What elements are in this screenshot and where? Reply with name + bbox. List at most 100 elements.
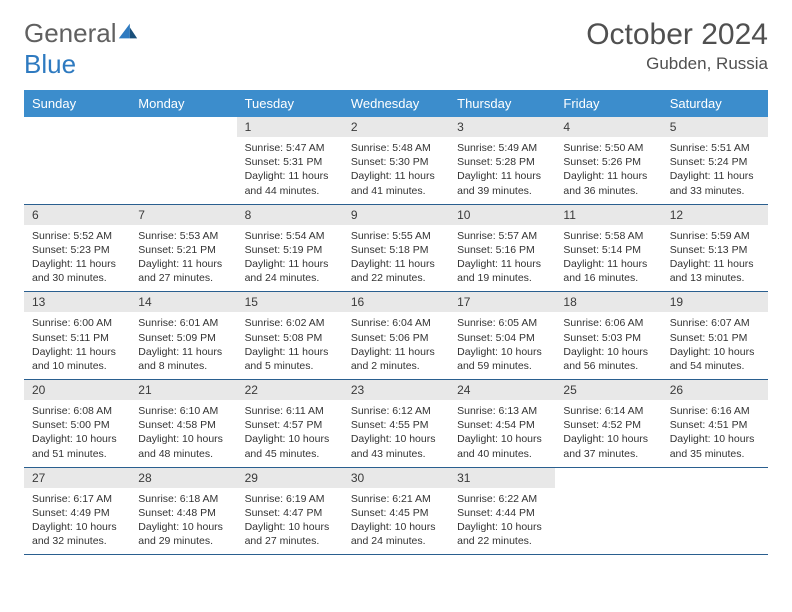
day-line-d1: Daylight: 10 hours	[351, 432, 441, 446]
day-line-sr: Sunrise: 6:08 AM	[32, 404, 122, 418]
day-body: Sunrise: 6:10 AMSunset: 4:58 PMDaylight:…	[130, 400, 236, 467]
day-line-sr: Sunrise: 6:13 AM	[457, 404, 547, 418]
day-number: 19	[662, 292, 768, 312]
day-number: 4	[555, 117, 661, 137]
day-line-d2: and 39 minutes.	[457, 184, 547, 198]
calendar-day-cell	[555, 467, 661, 555]
day-body: Sunrise: 6:17 AMSunset: 4:49 PMDaylight:…	[24, 488, 130, 555]
day-body: Sunrise: 6:01 AMSunset: 5:09 PMDaylight:…	[130, 312, 236, 379]
day-line-sr: Sunrise: 6:21 AM	[351, 492, 441, 506]
day-line-ss: Sunset: 4:45 PM	[351, 506, 441, 520]
day-line-sr: Sunrise: 6:14 AM	[563, 404, 653, 418]
day-body: Sunrise: 5:48 AMSunset: 5:30 PMDaylight:…	[343, 137, 449, 204]
day-line-d1: Daylight: 10 hours	[563, 432, 653, 446]
day-line-d2: and 19 minutes.	[457, 271, 547, 285]
calendar-day-cell: 30Sunrise: 6:21 AMSunset: 4:45 PMDayligh…	[343, 467, 449, 555]
calendar-day-cell: 5Sunrise: 5:51 AMSunset: 5:24 PMDaylight…	[662, 117, 768, 204]
day-body: Sunrise: 5:58 AMSunset: 5:14 PMDaylight:…	[555, 225, 661, 292]
day-line-d1: Daylight: 11 hours	[670, 169, 760, 183]
day-number: 8	[237, 205, 343, 225]
day-line-d2: and 36 minutes.	[563, 184, 653, 198]
day-line-ss: Sunset: 4:44 PM	[457, 506, 547, 520]
day-line-sr: Sunrise: 6:01 AM	[138, 316, 228, 330]
calendar-body: 1Sunrise: 5:47 AMSunset: 5:31 PMDaylight…	[24, 117, 768, 555]
day-line-d2: and 2 minutes.	[351, 359, 441, 373]
calendar-day-cell: 14Sunrise: 6:01 AMSunset: 5:09 PMDayligh…	[130, 292, 236, 380]
calendar-day-cell: 4Sunrise: 5:50 AMSunset: 5:26 PMDaylight…	[555, 117, 661, 204]
day-line-d1: Daylight: 10 hours	[138, 520, 228, 534]
calendar-day-cell: 16Sunrise: 6:04 AMSunset: 5:06 PMDayligh…	[343, 292, 449, 380]
day-line-d1: Daylight: 11 hours	[245, 257, 335, 271]
day-line-ss: Sunset: 4:51 PM	[670, 418, 760, 432]
calendar-day-cell: 20Sunrise: 6:08 AMSunset: 5:00 PMDayligh…	[24, 380, 130, 468]
logo-word2: Blue	[24, 49, 76, 79]
day-line-ss: Sunset: 5:11 PM	[32, 331, 122, 345]
day-line-d1: Daylight: 11 hours	[670, 257, 760, 271]
day-number: 22	[237, 380, 343, 400]
calendar-day-cell: 17Sunrise: 6:05 AMSunset: 5:04 PMDayligh…	[449, 292, 555, 380]
day-body: Sunrise: 5:53 AMSunset: 5:21 PMDaylight:…	[130, 225, 236, 292]
day-line-d1: Daylight: 11 hours	[351, 257, 441, 271]
calendar-day-cell: 13Sunrise: 6:00 AMSunset: 5:11 PMDayligh…	[24, 292, 130, 380]
day-line-ss: Sunset: 5:28 PM	[457, 155, 547, 169]
day-line-ss: Sunset: 4:52 PM	[563, 418, 653, 432]
day-line-ss: Sunset: 5:03 PM	[563, 331, 653, 345]
day-line-sr: Sunrise: 6:19 AM	[245, 492, 335, 506]
logo-word1: General	[24, 18, 117, 48]
day-line-d2: and 45 minutes.	[245, 447, 335, 461]
day-number: 28	[130, 468, 236, 488]
day-line-d2: and 27 minutes.	[138, 271, 228, 285]
day-line-ss: Sunset: 5:21 PM	[138, 243, 228, 257]
day-number: 2	[343, 117, 449, 137]
day-header: Thursday	[449, 90, 555, 117]
day-number: 18	[555, 292, 661, 312]
calendar-day-cell: 10Sunrise: 5:57 AMSunset: 5:16 PMDayligh…	[449, 204, 555, 292]
day-header: Wednesday	[343, 90, 449, 117]
calendar-day-cell	[130, 117, 236, 204]
day-number: 9	[343, 205, 449, 225]
day-line-d1: Daylight: 11 hours	[138, 257, 228, 271]
day-number: 31	[449, 468, 555, 488]
day-line-d2: and 30 minutes.	[32, 271, 122, 285]
day-line-ss: Sunset: 4:55 PM	[351, 418, 441, 432]
day-number: 24	[449, 380, 555, 400]
day-line-sr: Sunrise: 6:04 AM	[351, 316, 441, 330]
day-line-d1: Daylight: 10 hours	[457, 520, 547, 534]
day-line-sr: Sunrise: 5:49 AM	[457, 141, 547, 155]
day-body: Sunrise: 6:18 AMSunset: 4:48 PMDaylight:…	[130, 488, 236, 555]
day-number: 10	[449, 205, 555, 225]
day-line-d1: Daylight: 11 hours	[138, 345, 228, 359]
day-line-sr: Sunrise: 6:11 AM	[245, 404, 335, 418]
logo: General Blue	[24, 18, 139, 80]
calendar-day-cell: 9Sunrise: 5:55 AMSunset: 5:18 PMDaylight…	[343, 204, 449, 292]
day-line-ss: Sunset: 4:54 PM	[457, 418, 547, 432]
calendar-day-cell: 26Sunrise: 6:16 AMSunset: 4:51 PMDayligh…	[662, 380, 768, 468]
day-line-ss: Sunset: 5:18 PM	[351, 243, 441, 257]
calendar-day-cell: 21Sunrise: 6:10 AMSunset: 4:58 PMDayligh…	[130, 380, 236, 468]
calendar-table: SundayMondayTuesdayWednesdayThursdayFrid…	[24, 90, 768, 555]
day-line-d1: Daylight: 11 hours	[457, 257, 547, 271]
day-header: Saturday	[662, 90, 768, 117]
day-line-ss: Sunset: 4:48 PM	[138, 506, 228, 520]
day-line-d1: Daylight: 11 hours	[245, 169, 335, 183]
day-body: Sunrise: 6:00 AMSunset: 5:11 PMDaylight:…	[24, 312, 130, 379]
calendar-week: 13Sunrise: 6:00 AMSunset: 5:11 PMDayligh…	[24, 292, 768, 380]
day-line-ss: Sunset: 5:08 PM	[245, 331, 335, 345]
day-number: 1	[237, 117, 343, 137]
header: General Blue October 2024 Gubden, Russia	[24, 18, 768, 80]
day-line-ss: Sunset: 5:01 PM	[670, 331, 760, 345]
day-header: Sunday	[24, 90, 130, 117]
day-line-d2: and 51 minutes.	[32, 447, 122, 461]
day-line-ss: Sunset: 5:00 PM	[32, 418, 122, 432]
day-line-d1: Daylight: 10 hours	[245, 432, 335, 446]
calendar-week: 20Sunrise: 6:08 AMSunset: 5:00 PMDayligh…	[24, 380, 768, 468]
day-body: Sunrise: 6:11 AMSunset: 4:57 PMDaylight:…	[237, 400, 343, 467]
day-line-d2: and 22 minutes.	[351, 271, 441, 285]
day-line-ss: Sunset: 5:06 PM	[351, 331, 441, 345]
day-body: Sunrise: 6:05 AMSunset: 5:04 PMDaylight:…	[449, 312, 555, 379]
day-line-d1: Daylight: 10 hours	[351, 520, 441, 534]
day-line-sr: Sunrise: 5:57 AM	[457, 229, 547, 243]
day-line-sr: Sunrise: 5:48 AM	[351, 141, 441, 155]
day-header-row: SundayMondayTuesdayWednesdayThursdayFrid…	[24, 90, 768, 117]
day-line-sr: Sunrise: 6:10 AM	[138, 404, 228, 418]
